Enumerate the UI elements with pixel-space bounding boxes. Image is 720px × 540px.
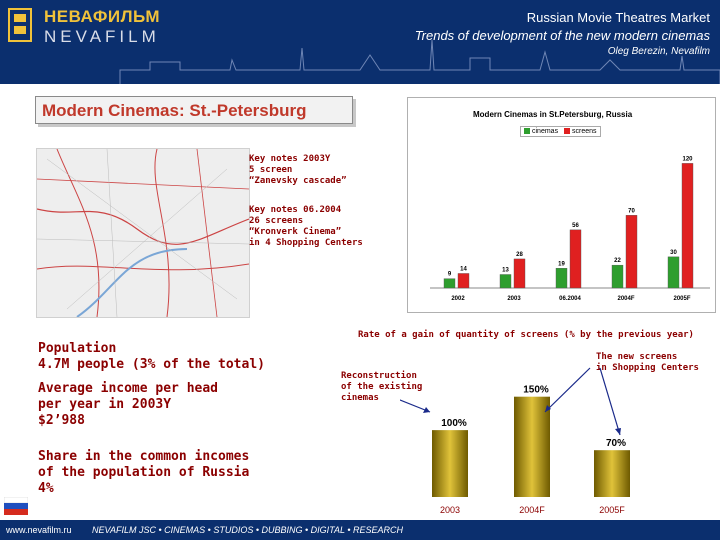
- legend-cinemas-label: cinemas: [532, 128, 559, 135]
- data-label-screens-2004F: 70: [628, 208, 635, 214]
- bar-cinemas-2003: [499, 274, 512, 289]
- bar-screens-2004F: [625, 215, 638, 289]
- russia-flag-icon: [4, 497, 28, 515]
- logo-text-en: NEVAFILM: [44, 27, 160, 46]
- growth-category-2004F: 2004F: [519, 505, 545, 515]
- map-roads-graphic: [36, 148, 250, 318]
- legend-screens-swatch: [564, 128, 571, 135]
- x-tick-label-2002: 2002: [451, 296, 465, 302]
- presentation-subtitle: Trends of development of the new modern …: [414, 28, 710, 43]
- section-title: Modern Cinemas: St.-Petersburg: [35, 96, 353, 124]
- new-screens-annotation: The new screens in Shopping Centers: [596, 352, 699, 373]
- x-tick-label-06.2004: 06.2004: [559, 296, 581, 302]
- footer-tagline: NEVAFILM JSC • CINEMAS • STUDIOS • DUBBI…: [92, 525, 403, 535]
- x-tick-label-2003: 2003: [507, 296, 521, 302]
- bar-cinemas-2005F: [667, 256, 680, 289]
- growth-category-2005F: 2005F: [599, 505, 625, 515]
- logo-film-icon: [8, 8, 32, 42]
- city-map-image: [36, 148, 250, 318]
- bar-screens-06.2004: [569, 229, 582, 289]
- bar-screens-2003: [513, 258, 526, 289]
- footer-bar: www.nevafilm.ru NEVAFILM JSC • CINEMAS •…: [0, 520, 720, 540]
- growth-bar-2005F: [594, 450, 630, 497]
- bar-cinemas-2004F: [611, 264, 624, 289]
- data-label-screens-06.2004: 56: [572, 223, 579, 229]
- company-logo[interactable]: НЕВАФИЛЬМ NEVAFILM: [6, 5, 176, 47]
- data-label-cinemas-2003: 13: [502, 268, 509, 274]
- bar-screens-2005F: [681, 163, 694, 289]
- growth-bar-2004F: [514, 396, 550, 497]
- arrow-new-screens-2: [599, 367, 621, 436]
- growth-rate-title: Rate of a gain of quantity of screens (%…: [358, 330, 694, 340]
- logo-text-ru: НЕВАФИЛЬМ: [44, 7, 161, 26]
- income-share-stat: Share in the common incomes of the popul…: [38, 449, 250, 496]
- arrow-new-screens-1-head: [545, 405, 551, 412]
- key-notes-2004: Key notes 06.2004 26 screens “Kronverk C…: [249, 205, 363, 248]
- growth-bar-2003: [432, 430, 468, 497]
- footer-url-link[interactable]: www.nevafilm.ru: [6, 525, 72, 535]
- key-notes-2003: Key notes 2003Y 5 screen “Zanevsky casca…: [249, 154, 347, 186]
- header-banner: НЕВАФИЛЬМ NEVAFILM Russian Movie Theatre…: [0, 0, 720, 84]
- growth-rate-bar-chart: 100% 2003 150% 2004F 70% 2005F: [400, 367, 630, 515]
- growth-label-2004F: 150%: [523, 385, 549, 396]
- data-label-cinemas-2005F: 30: [670, 250, 677, 256]
- arrow-reconstruction-head: [423, 407, 430, 413]
- chart-title: Modern Cinemas in St.Petersburg, Russia: [473, 110, 633, 119]
- income-stat: Average income per head per year in 2003…: [38, 381, 219, 428]
- bar-cinemas-2002: [443, 278, 456, 289]
- population-stat: Population 4.7M people (3% of the total): [38, 341, 265, 372]
- data-label-cinemas-06.2004: 19: [558, 261, 565, 267]
- city-skyline-graphic: [119, 39, 720, 84]
- growth-label-2005F: 70%: [606, 438, 626, 449]
- data-label-screens-2002: 14: [460, 266, 467, 272]
- author-credit: Oleg Berezin, Nevafilm: [607, 46, 710, 57]
- bar-screens-2002: [457, 273, 470, 289]
- presentation-title: Russian Movie Theatres Market: [526, 10, 710, 25]
- data-label-cinemas-2004F: 22: [614, 258, 621, 264]
- x-tick-label-2005F: 2005F: [673, 296, 690, 302]
- data-label-screens-2003: 28: [516, 252, 523, 258]
- x-tick-label-2004F: 2004F: [617, 296, 634, 302]
- growth-category-2003: 2003: [440, 505, 460, 515]
- arrow-new-screens-2-head: [615, 428, 621, 435]
- legend-screens-label: screens: [572, 128, 597, 135]
- data-label-cinemas-2002: 9: [448, 272, 452, 278]
- data-label-screens-2005F: 120: [682, 156, 693, 162]
- chart1-plot: 9 14 2002 13 28 2003 19 56 06.2004 22 70 2004F 30 120…: [430, 156, 710, 302]
- arrow-reconstruction: [400, 399, 431, 413]
- chart-legend: cinemas screens: [520, 126, 601, 137]
- reconstruction-annotation: Reconstruction of the existing cinemas: [341, 371, 423, 403]
- legend-cinemas-swatch: [524, 128, 530, 135]
- arrow-new-screens-1: [544, 367, 591, 413]
- bar-cinemas-06.2004: [555, 268, 568, 289]
- cinemas-screens-bar-chart: Modern Cinemas in St.Petersburg, Russia …: [407, 97, 716, 313]
- growth-label-2003: 100%: [441, 418, 467, 429]
